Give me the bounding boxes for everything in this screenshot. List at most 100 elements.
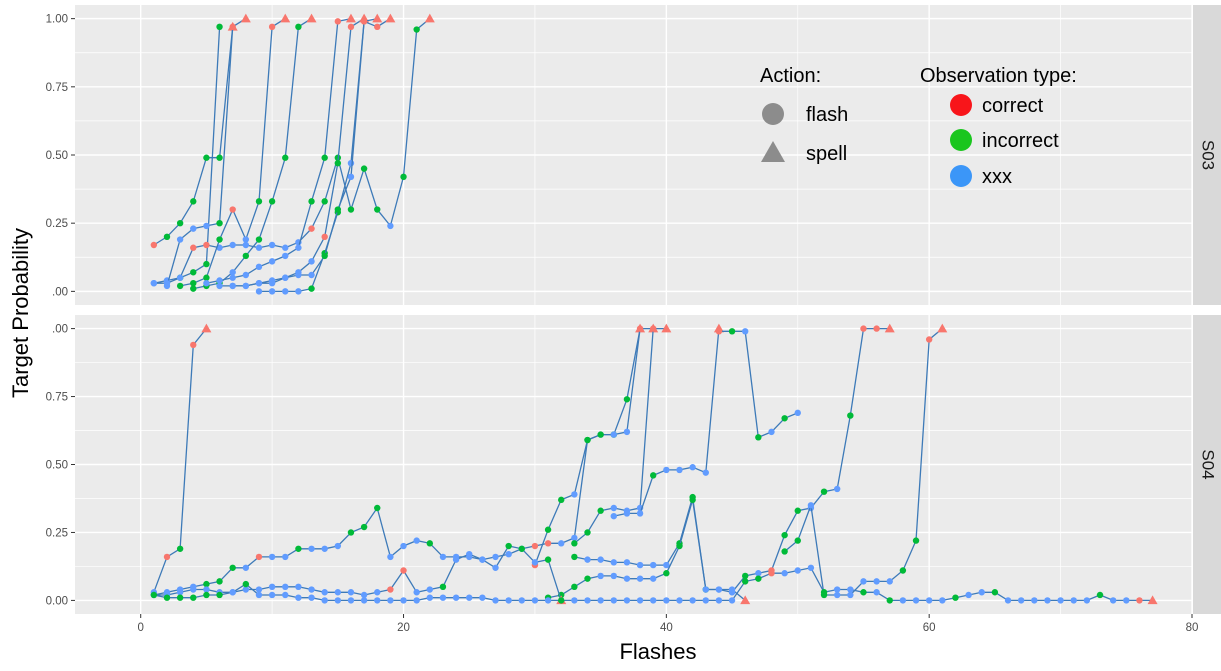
legend-observation-key [950,165,972,187]
flash-point [387,553,394,561]
flash-point [295,594,302,601]
flash-point [807,502,815,509]
flash-point [544,540,552,547]
flash-point [623,559,631,566]
flash-point [216,591,223,599]
flash-point [190,594,197,601]
flash-point [715,597,723,604]
flash-point [163,594,171,601]
flash-point [203,586,210,593]
flash-point [334,597,342,604]
y-tick-label: 0.50 [46,460,68,472]
x-tick-label: 0 [138,622,144,634]
flash-point [268,198,276,205]
flash-point [321,154,328,161]
flash-point [308,594,315,601]
flash-point [479,594,486,601]
legend-flash-key [762,103,784,125]
flash-point [347,173,355,181]
spell-point [280,13,291,23]
flash-point [176,282,184,290]
flash-point [689,464,696,471]
flash-point [531,597,539,604]
spell-point [937,323,948,333]
flash-point [584,597,591,604]
flash-point [190,244,197,251]
flash-point [636,575,644,582]
flash-point [216,236,223,243]
facet-strip-label: S04 [1199,449,1218,479]
flash-point [413,589,420,596]
spell-point [240,13,251,23]
flash-point [833,586,841,593]
flash-point [190,269,197,276]
panels-layer: .00 0.25 0.50 0.75 1.00 S03 0.00 0.25 0.50 0.75 .0… [46,5,1221,634]
legend: Action: flash spell Observation type: correc… [760,65,1077,188]
flash-point [203,222,210,230]
flash-point [308,586,315,593]
facet-strip-label: S03 [1199,140,1218,170]
y-tick-label: 1.00 [46,14,68,26]
flash-point [203,279,210,287]
flash-point [899,597,907,604]
flash-point [282,591,289,599]
flash-point [268,583,276,591]
flash-point [255,288,263,295]
flash-point [925,597,933,604]
flash-point [466,594,473,601]
flash-point [807,564,815,571]
flash-point [216,282,223,290]
flash-point [163,279,171,287]
series-line [193,18,312,290]
flash-point [203,580,210,588]
flash-point [689,496,696,504]
flash-point [1096,591,1104,599]
spell-point [201,323,212,333]
flash-point [768,428,775,436]
flash-point [150,279,158,287]
flash-point [176,594,184,601]
flash-point [163,553,171,561]
flash-point [334,159,342,167]
y-tick-label: 0.75 [46,392,68,404]
flash-point [650,597,657,604]
flash-point [584,529,591,536]
flash-point [242,241,250,249]
flash-point [492,597,499,604]
flash-point [623,597,631,604]
legend-observation-label: xxx [982,166,1012,188]
flash-point [1136,597,1143,604]
flash-point [242,564,250,571]
flash-point [531,542,539,550]
flash-point [282,553,289,561]
flash-point [571,534,578,542]
facet-strip [1193,315,1221,614]
spell-point [1147,595,1158,605]
flash-point [597,597,604,604]
flash-point [255,553,263,561]
flash-point [360,18,368,25]
flash-point [597,431,604,438]
flash-point [255,591,263,599]
flash-point [544,526,552,533]
flash-point [426,540,434,547]
flash-point [676,542,683,550]
flash-point [466,551,473,558]
flash-point [190,279,197,287]
flash-point [755,575,762,582]
flash-point [282,288,289,295]
y-tick-label: 0.00 [46,595,68,607]
flash-point [794,409,801,417]
flash-point [163,233,171,241]
flash-point [229,269,236,276]
flash-point [755,434,762,441]
flash-point [255,198,263,205]
flash-point [531,559,539,566]
flash-point [939,597,946,604]
flash-point [492,564,499,571]
flash-point [728,328,736,335]
marks-layer [150,13,1158,605]
flash-point [610,597,617,604]
flash-point [636,561,644,569]
flash-point [452,556,460,563]
